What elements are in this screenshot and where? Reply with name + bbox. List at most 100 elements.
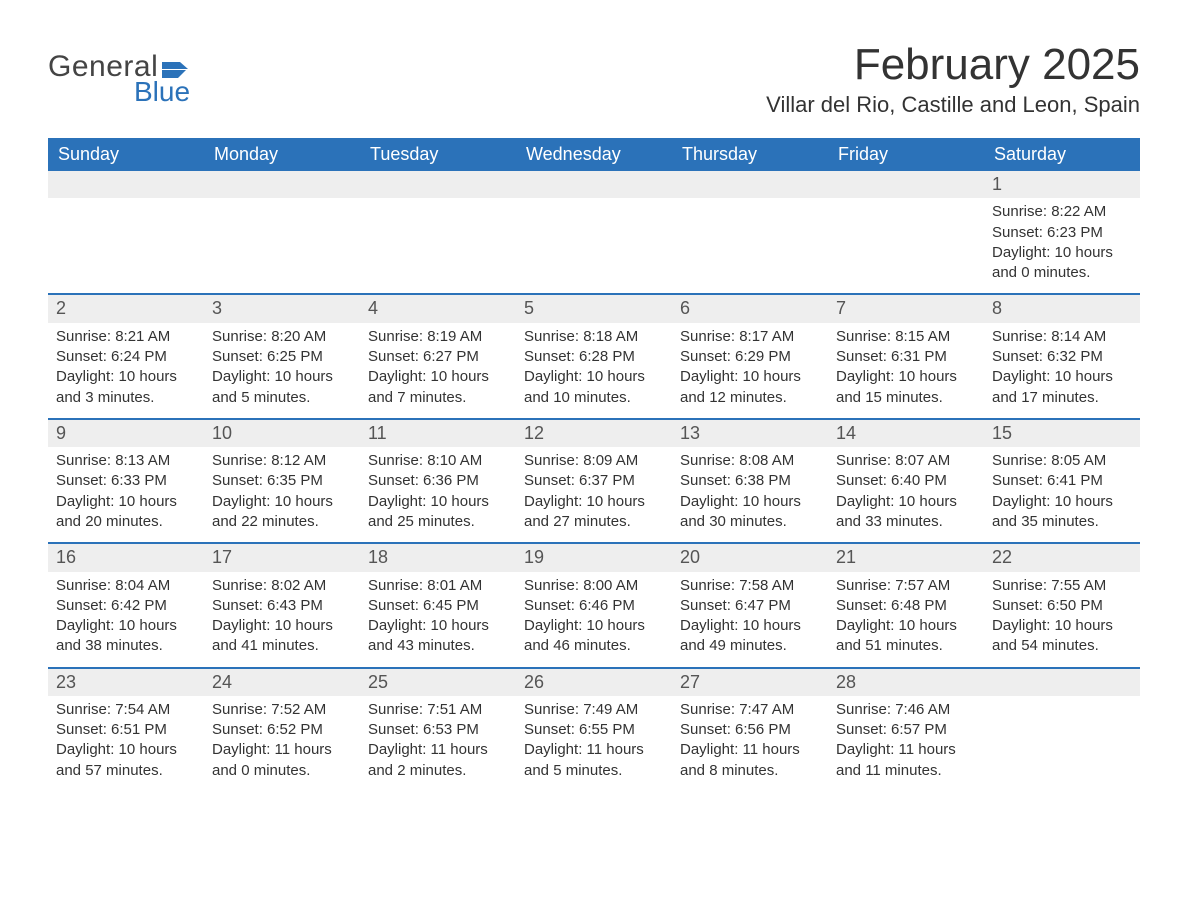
daylight-line: Daylight: 10 hours and 35 minutes.	[992, 492, 1132, 533]
calendar-cell: 15Sunrise: 8:05 AMSunset: 6:41 PMDayligh…	[984, 420, 1140, 542]
sunrise-line: Sunrise: 8:09 AM	[524, 451, 664, 471]
calendar-cell	[828, 171, 984, 293]
sunrise-line: Sunrise: 7:54 AM	[56, 700, 196, 720]
day-number: 11	[360, 420, 516, 447]
day-body: Sunrise: 7:51 AMSunset: 6:53 PMDaylight:…	[360, 696, 516, 791]
weekday-header: Monday	[204, 138, 360, 171]
sunrise-line: Sunrise: 8:01 AM	[368, 576, 508, 596]
daylight-line: Daylight: 10 hours and 49 minutes.	[680, 616, 820, 657]
location-text: Villar del Rio, Castille and Leon, Spain	[766, 92, 1140, 118]
calendar-cell: 28Sunrise: 7:46 AMSunset: 6:57 PMDayligh…	[828, 669, 984, 791]
calendar-cell: 22Sunrise: 7:55 AMSunset: 6:50 PMDayligh…	[984, 544, 1140, 666]
day-body: Sunrise: 7:54 AMSunset: 6:51 PMDaylight:…	[48, 696, 204, 791]
sunrise-line: Sunrise: 7:58 AM	[680, 576, 820, 596]
day-body: Sunrise: 7:46 AMSunset: 6:57 PMDaylight:…	[828, 696, 984, 791]
day-number: 24	[204, 669, 360, 696]
calendar-cell	[204, 171, 360, 293]
sunrise-line: Sunrise: 8:21 AM	[56, 327, 196, 347]
calendar-cell: 25Sunrise: 7:51 AMSunset: 6:53 PMDayligh…	[360, 669, 516, 791]
day-body: Sunrise: 8:15 AMSunset: 6:31 PMDaylight:…	[828, 323, 984, 418]
calendar-cell: 17Sunrise: 8:02 AMSunset: 6:43 PMDayligh…	[204, 544, 360, 666]
calendar-cell	[672, 171, 828, 293]
sunset-line: Sunset: 6:24 PM	[56, 347, 196, 367]
day-body: Sunrise: 8:19 AMSunset: 6:27 PMDaylight:…	[360, 323, 516, 418]
weekday-header: Thursday	[672, 138, 828, 171]
daylight-line: Daylight: 10 hours and 38 minutes.	[56, 616, 196, 657]
calendar-cell	[48, 171, 204, 293]
day-number: 2	[48, 295, 204, 322]
sunset-line: Sunset: 6:33 PM	[56, 471, 196, 491]
sunset-line: Sunset: 6:50 PM	[992, 596, 1132, 616]
daylight-line: Daylight: 10 hours and 46 minutes.	[524, 616, 664, 657]
calendar-cell: 4Sunrise: 8:19 AMSunset: 6:27 PMDaylight…	[360, 295, 516, 417]
day-number: 17	[204, 544, 360, 571]
day-number: 23	[48, 669, 204, 696]
sunrise-line: Sunrise: 7:57 AM	[836, 576, 976, 596]
weekday-header: Saturday	[984, 138, 1140, 171]
day-number	[360, 171, 516, 198]
sunrise-line: Sunrise: 8:22 AM	[992, 202, 1132, 222]
day-number: 1	[984, 171, 1140, 198]
sunset-line: Sunset: 6:27 PM	[368, 347, 508, 367]
sunset-line: Sunset: 6:25 PM	[212, 347, 352, 367]
daylight-line: Daylight: 10 hours and 17 minutes.	[992, 367, 1132, 408]
daylight-line: Daylight: 11 hours and 5 minutes.	[524, 740, 664, 781]
sunset-line: Sunset: 6:36 PM	[368, 471, 508, 491]
day-number: 18	[360, 544, 516, 571]
calendar-row: 16Sunrise: 8:04 AMSunset: 6:42 PMDayligh…	[48, 542, 1140, 666]
sunrise-line: Sunrise: 8:07 AM	[836, 451, 976, 471]
sunset-line: Sunset: 6:56 PM	[680, 720, 820, 740]
daylight-line: Daylight: 10 hours and 27 minutes.	[524, 492, 664, 533]
day-number	[516, 171, 672, 198]
day-number	[828, 171, 984, 198]
daylight-line: Daylight: 10 hours and 3 minutes.	[56, 367, 196, 408]
daylight-line: Daylight: 10 hours and 12 minutes.	[680, 367, 820, 408]
sunset-line: Sunset: 6:45 PM	[368, 596, 508, 616]
day-number: 13	[672, 420, 828, 447]
daylight-line: Daylight: 10 hours and 10 minutes.	[524, 367, 664, 408]
sunrise-line: Sunrise: 8:02 AM	[212, 576, 352, 596]
calendar-cell: 5Sunrise: 8:18 AMSunset: 6:28 PMDaylight…	[516, 295, 672, 417]
daylight-line: Daylight: 10 hours and 43 minutes.	[368, 616, 508, 657]
day-body: Sunrise: 7:49 AMSunset: 6:55 PMDaylight:…	[516, 696, 672, 791]
calendar-cell: 27Sunrise: 7:47 AMSunset: 6:56 PMDayligh…	[672, 669, 828, 791]
daylight-line: Daylight: 10 hours and 22 minutes.	[212, 492, 352, 533]
month-title: February 2025	[766, 40, 1140, 90]
day-number: 19	[516, 544, 672, 571]
calendar-cell: 23Sunrise: 7:54 AMSunset: 6:51 PMDayligh…	[48, 669, 204, 791]
sunrise-line: Sunrise: 7:49 AM	[524, 700, 664, 720]
sunset-line: Sunset: 6:52 PM	[212, 720, 352, 740]
sunrise-line: Sunrise: 8:12 AM	[212, 451, 352, 471]
day-number: 26	[516, 669, 672, 696]
calendar-cell	[516, 171, 672, 293]
calendar-cell: 19Sunrise: 8:00 AMSunset: 6:46 PMDayligh…	[516, 544, 672, 666]
calendar-cell: 2 Sunrise: 8:21 AMSunset: 6:24 PMDaylight…	[48, 295, 204, 417]
day-body: Sunrise: 8:12 AMSunset: 6:35 PMDaylight:…	[204, 447, 360, 542]
day-body: Sunrise: 8:13 AMSunset: 6:33 PMDaylight:…	[48, 447, 204, 542]
day-number: 10	[204, 420, 360, 447]
day-body: Sunrise: 8:08 AMSunset: 6:38 PMDaylight:…	[672, 447, 828, 542]
day-number: 22	[984, 544, 1140, 571]
day-number: 5	[516, 295, 672, 322]
day-body: Sunrise: 8:14 AMSunset: 6:32 PMDaylight:…	[984, 323, 1140, 418]
sunrise-line: Sunrise: 7:52 AM	[212, 700, 352, 720]
header: General Blue February 2025 Villar del Ri…	[48, 40, 1140, 130]
calendar-cell: 1Sunrise: 8:22 AMSunset: 6:23 PMDaylight…	[984, 171, 1140, 293]
day-body: Sunrise: 8:22 AMSunset: 6:23 PMDaylight:…	[984, 198, 1140, 293]
sunrise-line: Sunrise: 8:04 AM	[56, 576, 196, 596]
daylight-line: Daylight: 10 hours and 7 minutes.	[368, 367, 508, 408]
calendar-cell: 7Sunrise: 8:15 AMSunset: 6:31 PMDaylight…	[828, 295, 984, 417]
sunset-line: Sunset: 6:32 PM	[992, 347, 1132, 367]
day-body: Sunrise: 8:01 AMSunset: 6:45 PMDaylight:…	[360, 572, 516, 667]
sunrise-line: Sunrise: 8:17 AM	[680, 327, 820, 347]
calendar-cell: 18Sunrise: 8:01 AMSunset: 6:45 PMDayligh…	[360, 544, 516, 666]
day-number	[984, 669, 1140, 696]
daylight-line: Daylight: 10 hours and 0 minutes.	[992, 243, 1132, 284]
logo-text-blue: Blue	[134, 76, 190, 108]
calendar-cell: 20Sunrise: 7:58 AMSunset: 6:47 PMDayligh…	[672, 544, 828, 666]
day-number: 28	[828, 669, 984, 696]
sunrise-line: Sunrise: 8:19 AM	[368, 327, 508, 347]
title-block: February 2025 Villar del Rio, Castille a…	[766, 40, 1140, 130]
calendar: Sunday Monday Tuesday Wednesday Thursday…	[48, 138, 1140, 791]
sunset-line: Sunset: 6:29 PM	[680, 347, 820, 367]
